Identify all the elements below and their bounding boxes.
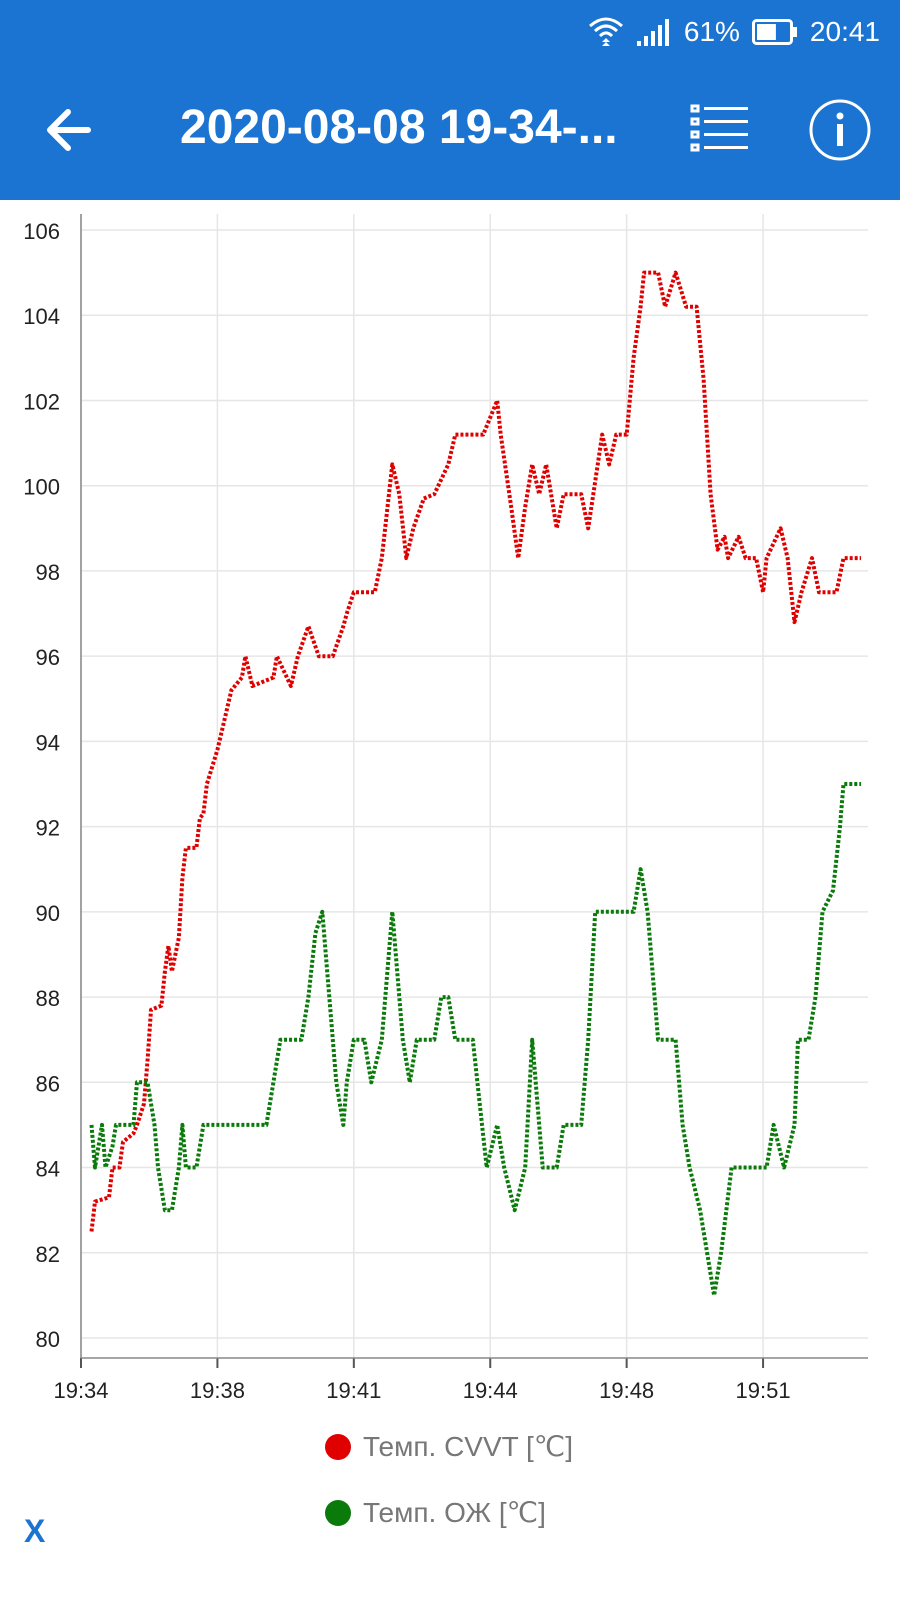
- x-tick-label: 19:34: [53, 1378, 108, 1403]
- y-tick-label: 92: [36, 816, 60, 841]
- y-tick-label: 96: [36, 645, 60, 670]
- battery-percent: 61%: [683, 16, 740, 47]
- arrow-left-icon: [47, 109, 91, 151]
- y-tick-label: 104: [23, 304, 60, 329]
- y-tick-label: 90: [36, 901, 60, 926]
- status-time: 20:41: [809, 16, 880, 47]
- legend-dot-coolant: [325, 1499, 351, 1526]
- x-tick-label: 19:41: [326, 1378, 381, 1403]
- x-tick-label: 19:48: [599, 1378, 654, 1403]
- y-tick-label: 80: [36, 1327, 60, 1352]
- info-button[interactable]: [808, 98, 872, 162]
- chart-area: 80 82 84 86 88 90 92 94 96 98 100 102 104 106 19:34 19:…: [0, 200, 900, 1430]
- x-tick-label: 19:44: [463, 1378, 518, 1403]
- legend-item-coolant: Темп. ОЖ [℃]: [325, 1496, 546, 1529]
- y-tick-label: 82: [36, 1242, 60, 1267]
- list-icon: [690, 104, 748, 152]
- x-tick-label: 19:51: [736, 1378, 791, 1403]
- page-title: 2020-08-08 19-34-...: [180, 101, 618, 154]
- back-button[interactable]: [42, 104, 98, 156]
- list-button[interactable]: [690, 104, 750, 152]
- series-line-coolant: [89, 782, 861, 1298]
- app-bar: 61% 20:41 2020-08-08 19-34-...: [0, 0, 900, 200]
- legend-dot-cvvt: [325, 1433, 351, 1460]
- y-tick-label: 106: [23, 219, 60, 244]
- y-tick-label: 100: [23, 475, 60, 500]
- legend-item-cvvt: Темп. CVVT [℃]: [325, 1430, 573, 1463]
- y-tick-label: 88: [36, 986, 60, 1011]
- close-button[interactable]: X: [24, 1513, 46, 1549]
- x-tick-label: 19:38: [190, 1378, 245, 1403]
- wifi-icon: [588, 17, 623, 46]
- y-tick-label: 84: [36, 1157, 60, 1182]
- series-line-cvvt: [89, 270, 861, 1232]
- line-chart: 80 82 84 86 88 90 92 94 96 98 100 102 104 106 19:34 19:…: [23, 214, 868, 1403]
- y-tick-label: 94: [36, 730, 60, 755]
- signal-icon: [636, 19, 669, 46]
- legend: Темп. CVVT [℃] Темп. ОЖ [℃]: [0, 1430, 900, 1600]
- legend-label-cvvt: Темп. CVVT [℃]: [363, 1431, 574, 1462]
- y-tick-label: 98: [36, 560, 60, 585]
- legend-label-coolant: Темп. ОЖ [℃]: [363, 1497, 546, 1528]
- status-bar: 61% 20:41: [588, 14, 880, 50]
- y-tick-label: 102: [23, 389, 60, 414]
- info-icon: [809, 99, 871, 161]
- y-tick-label: 86: [36, 1071, 60, 1096]
- battery-icon: [751, 17, 798, 47]
